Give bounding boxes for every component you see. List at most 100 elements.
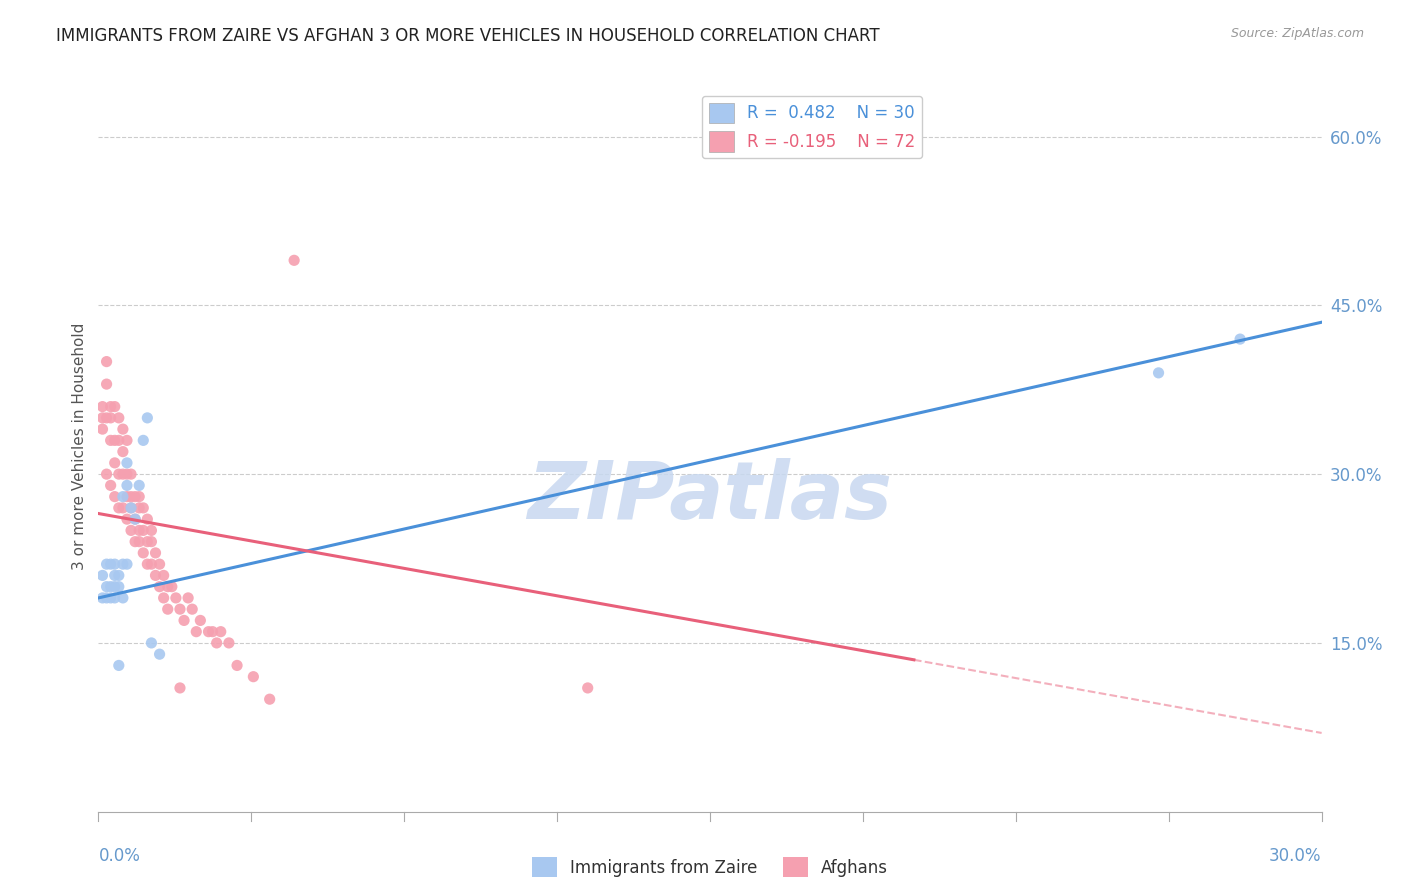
Point bbox=[100, 400, 122, 414]
Point bbox=[259, 692, 281, 706]
Point bbox=[91, 591, 114, 605]
Point bbox=[120, 467, 142, 482]
Point bbox=[115, 467, 138, 482]
Point bbox=[156, 580, 179, 594]
Point bbox=[132, 524, 155, 538]
Point bbox=[160, 580, 183, 594]
Point bbox=[128, 478, 150, 492]
Point bbox=[96, 377, 118, 392]
Point bbox=[108, 568, 131, 582]
Y-axis label: 3 or more Vehicles in Household: 3 or more Vehicles in Household bbox=[72, 322, 87, 570]
Point bbox=[141, 534, 163, 549]
Point bbox=[91, 400, 114, 414]
Point bbox=[124, 534, 146, 549]
Point bbox=[173, 614, 195, 628]
Point bbox=[576, 681, 599, 695]
Point bbox=[186, 624, 208, 639]
Point bbox=[108, 434, 131, 448]
Point bbox=[96, 557, 118, 571]
Point bbox=[152, 591, 174, 605]
Point bbox=[201, 624, 224, 639]
Point bbox=[108, 500, 131, 515]
Point bbox=[104, 568, 127, 582]
Point bbox=[283, 253, 305, 268]
Point bbox=[165, 591, 187, 605]
Point bbox=[100, 580, 122, 594]
Point bbox=[104, 591, 127, 605]
Point bbox=[145, 568, 167, 582]
Point bbox=[111, 444, 134, 458]
Point bbox=[111, 591, 134, 605]
Point bbox=[124, 512, 146, 526]
Point bbox=[100, 557, 122, 571]
Point bbox=[132, 500, 155, 515]
Point bbox=[111, 467, 134, 482]
Legend: Immigrants from Zaire, Afghans: Immigrants from Zaire, Afghans bbox=[526, 850, 894, 884]
Point bbox=[209, 624, 232, 639]
Point bbox=[136, 410, 159, 425]
Point bbox=[128, 500, 150, 515]
Point bbox=[149, 580, 172, 594]
Point bbox=[115, 478, 138, 492]
Point bbox=[169, 681, 191, 695]
Point bbox=[91, 410, 114, 425]
Point bbox=[96, 410, 118, 425]
Text: 0.0%: 0.0% bbox=[98, 847, 141, 865]
Point bbox=[115, 512, 138, 526]
Point bbox=[104, 434, 127, 448]
Point bbox=[100, 434, 122, 448]
Point bbox=[156, 602, 179, 616]
Point bbox=[128, 524, 150, 538]
Point bbox=[141, 524, 163, 538]
Point bbox=[111, 422, 134, 436]
Point bbox=[108, 580, 131, 594]
Point bbox=[205, 636, 228, 650]
Point bbox=[115, 557, 138, 571]
Point bbox=[242, 670, 264, 684]
Point bbox=[124, 490, 146, 504]
Point bbox=[96, 591, 118, 605]
Point bbox=[100, 410, 122, 425]
Point bbox=[141, 636, 163, 650]
Point bbox=[104, 490, 127, 504]
Point bbox=[108, 467, 131, 482]
Point bbox=[136, 534, 159, 549]
Point bbox=[111, 557, 134, 571]
Point bbox=[141, 557, 163, 571]
Point bbox=[96, 354, 118, 368]
Point bbox=[177, 591, 200, 605]
Point bbox=[152, 568, 174, 582]
Point bbox=[197, 624, 219, 639]
Point bbox=[145, 546, 167, 560]
Point bbox=[128, 490, 150, 504]
Point bbox=[100, 591, 122, 605]
Point bbox=[181, 602, 204, 616]
Point bbox=[96, 580, 118, 594]
Point bbox=[218, 636, 240, 650]
Text: ZIPatlas: ZIPatlas bbox=[527, 458, 893, 536]
Point bbox=[120, 524, 142, 538]
Point bbox=[96, 467, 118, 482]
Point bbox=[128, 534, 150, 549]
Point bbox=[149, 557, 172, 571]
Point bbox=[124, 512, 146, 526]
Point bbox=[104, 400, 127, 414]
Point bbox=[111, 490, 134, 504]
Point bbox=[91, 422, 114, 436]
Point bbox=[120, 500, 142, 515]
Point bbox=[100, 478, 122, 492]
Point bbox=[136, 557, 159, 571]
Point bbox=[169, 602, 191, 616]
Point bbox=[111, 500, 134, 515]
Point bbox=[104, 580, 127, 594]
Text: Source: ZipAtlas.com: Source: ZipAtlas.com bbox=[1230, 27, 1364, 40]
Point bbox=[132, 434, 155, 448]
Point bbox=[1229, 332, 1251, 346]
Point bbox=[108, 658, 131, 673]
Point bbox=[188, 614, 212, 628]
Point bbox=[226, 658, 249, 673]
Point bbox=[115, 456, 138, 470]
Point bbox=[91, 568, 114, 582]
Text: 30.0%: 30.0% bbox=[1270, 847, 1322, 865]
Point bbox=[120, 500, 142, 515]
